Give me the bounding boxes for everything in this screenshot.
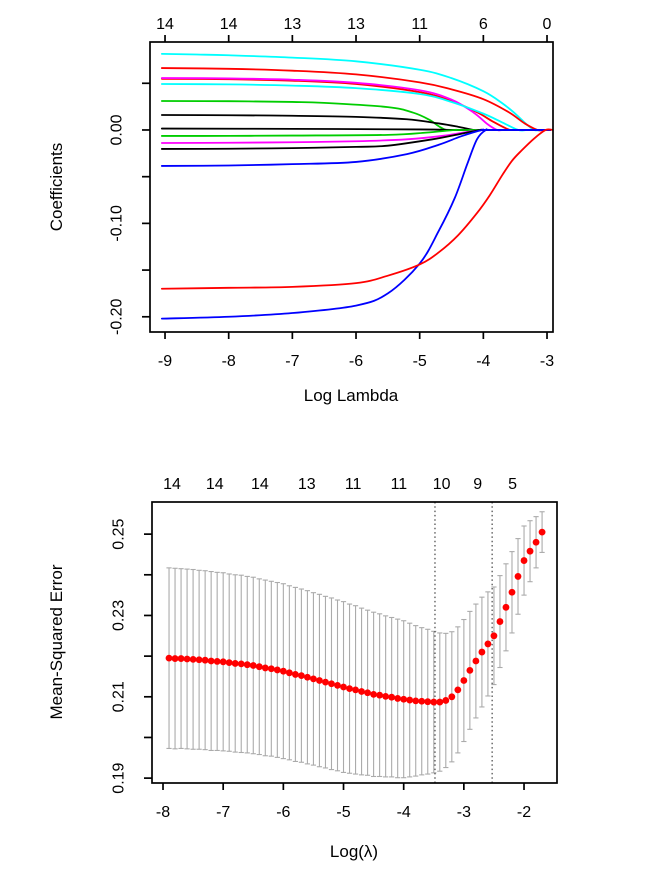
coef-blue-1-path — [160, 128, 552, 167]
coefficient-paths — [160, 52, 554, 320]
plot1-x-axis-title: Log Lambda — [303, 386, 399, 405]
coef-cyan-1-path — [160, 52, 552, 132]
plot2-y-axis-title: Mean-Squared Error — [47, 564, 66, 720]
df-count-label: 14 — [220, 16, 238, 33]
x-tick-label: -5 — [336, 804, 350, 821]
y-tick-label: 0.00 — [109, 114, 126, 145]
df-count-label: 14 — [156, 16, 174, 33]
y-tick-label: 0.23 — [111, 600, 128, 631]
plot1-y-axis-title: Coefficients — [47, 142, 66, 232]
df-count-label: 11 — [345, 476, 362, 493]
x-tick-label: -3 — [540, 353, 554, 370]
coef-red-3-path — [160, 128, 554, 290]
df-count-label: 13 — [283, 16, 301, 33]
coef-cyan-2-path — [160, 83, 552, 132]
x-tick-label: -8 — [222, 353, 236, 370]
df-count-label: 14 — [163, 476, 181, 493]
df-count-label: 13 — [298, 476, 316, 493]
df-count-label: 9 — [473, 476, 482, 493]
df-count-label: 6 — [479, 16, 488, 33]
coef-green-2-path — [160, 128, 552, 137]
coef-blue-2-path — [160, 128, 552, 320]
df-count-label: 10 — [433, 476, 451, 493]
df-count-label: 11 — [391, 476, 408, 493]
y-tick-label: 0.19 — [111, 762, 128, 793]
x-tick-label: -9 — [158, 353, 172, 370]
df-count-label: 11 — [411, 16, 428, 33]
df-count-label: 5 — [508, 476, 517, 493]
x-tick-label: -8 — [156, 804, 170, 821]
axes — [144, 501, 558, 790]
df-count-label: 14 — [206, 476, 224, 493]
y-tick-label: 0.21 — [111, 681, 128, 712]
x-tick-label: -2 — [517, 804, 531, 821]
x-tick-label: -7 — [285, 353, 299, 370]
cv-mse-points — [165, 528, 546, 706]
df-count-label: 0 — [543, 16, 552, 33]
x-tick-label: -6 — [276, 804, 290, 821]
x-tick-label: -4 — [476, 353, 490, 370]
x-tick-label: -5 — [413, 353, 427, 370]
x-tick-label: -6 — [349, 353, 363, 370]
y-tick-label: 0.25 — [111, 518, 128, 549]
x-tick-label: -7 — [216, 804, 230, 821]
x-tick-label: -4 — [397, 804, 411, 821]
axes — [142, 35, 554, 339]
y-tick-label: -0.10 — [109, 205, 126, 242]
coef-black-3-path — [160, 128, 552, 150]
plot2-x-axis-title: Log(λ) — [329, 842, 379, 861]
y-tick-label: -0.20 — [109, 298, 126, 335]
df-count-label: 14 — [251, 476, 269, 493]
x-tick-label: -3 — [457, 804, 471, 821]
df-count-label: 13 — [347, 16, 365, 33]
